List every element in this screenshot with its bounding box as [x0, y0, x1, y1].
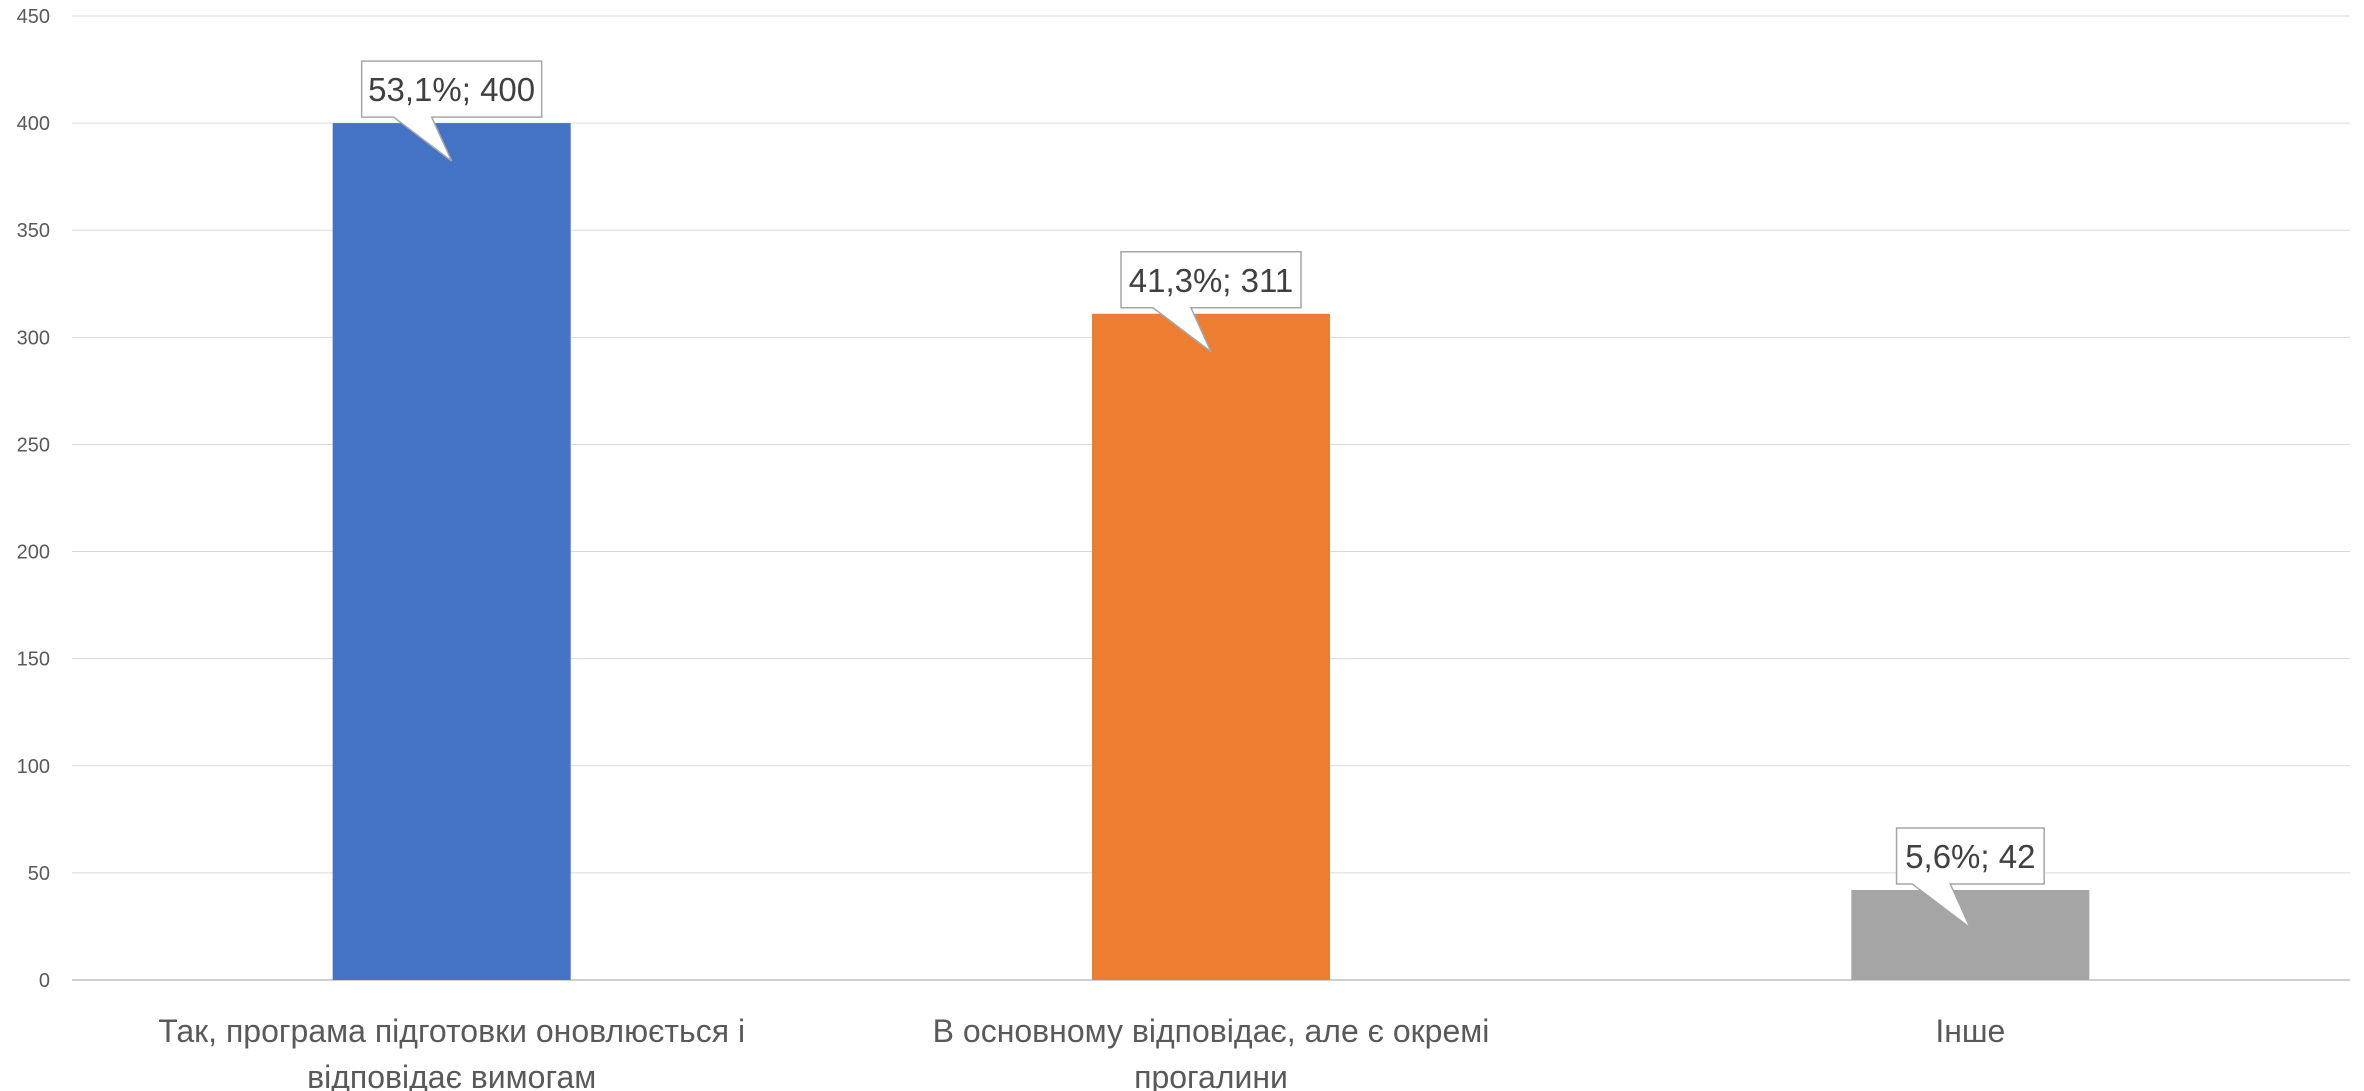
y-tick-label: 200	[17, 542, 50, 564]
category-label: В основному відповідає, але є окремі	[933, 1013, 1490, 1049]
y-axis: 0 50 100 150 200 250 300 350 400 450	[17, 6, 50, 992]
y-tick-label: 150	[17, 649, 50, 671]
x-axis: Так, програма підготовки оновлюється і ві…	[158, 1013, 2005, 1091]
data-label-callout	[1120, 251, 1302, 353]
y-tick-label: 350	[17, 220, 50, 242]
bar	[1851, 890, 2090, 980]
y-tick-label: 250	[17, 434, 50, 456]
data-label-callout	[1895, 827, 2045, 929]
y-tick-label: 450	[17, 6, 50, 28]
y-tick-label: 300	[17, 327, 50, 349]
data-labels: 53,1%; 400 41,3%; 311 5,6%; 42	[360, 60, 2045, 929]
bar	[332, 123, 571, 981]
category-label: Інше	[1935, 1013, 2005, 1049]
y-tick-label: 0	[39, 970, 50, 992]
category-label: прогалини	[1134, 1059, 1288, 1091]
bars	[332, 123, 2090, 981]
y-tick-label: 50	[28, 863, 50, 885]
data-label: 5,6%; 42	[1905, 838, 2035, 875]
data-label-callout	[360, 60, 543, 162]
data-label: 53,1%; 400	[368, 71, 535, 108]
category-label: Так, програма підготовки оновлюється і	[158, 1013, 745, 1049]
y-tick-label: 100	[17, 756, 50, 778]
data-label: 41,3%; 311	[1129, 262, 1294, 299]
y-tick-label: 400	[17, 113, 50, 135]
bar	[1092, 313, 1330, 980]
category-label: відповідає вимогам	[307, 1059, 596, 1091]
